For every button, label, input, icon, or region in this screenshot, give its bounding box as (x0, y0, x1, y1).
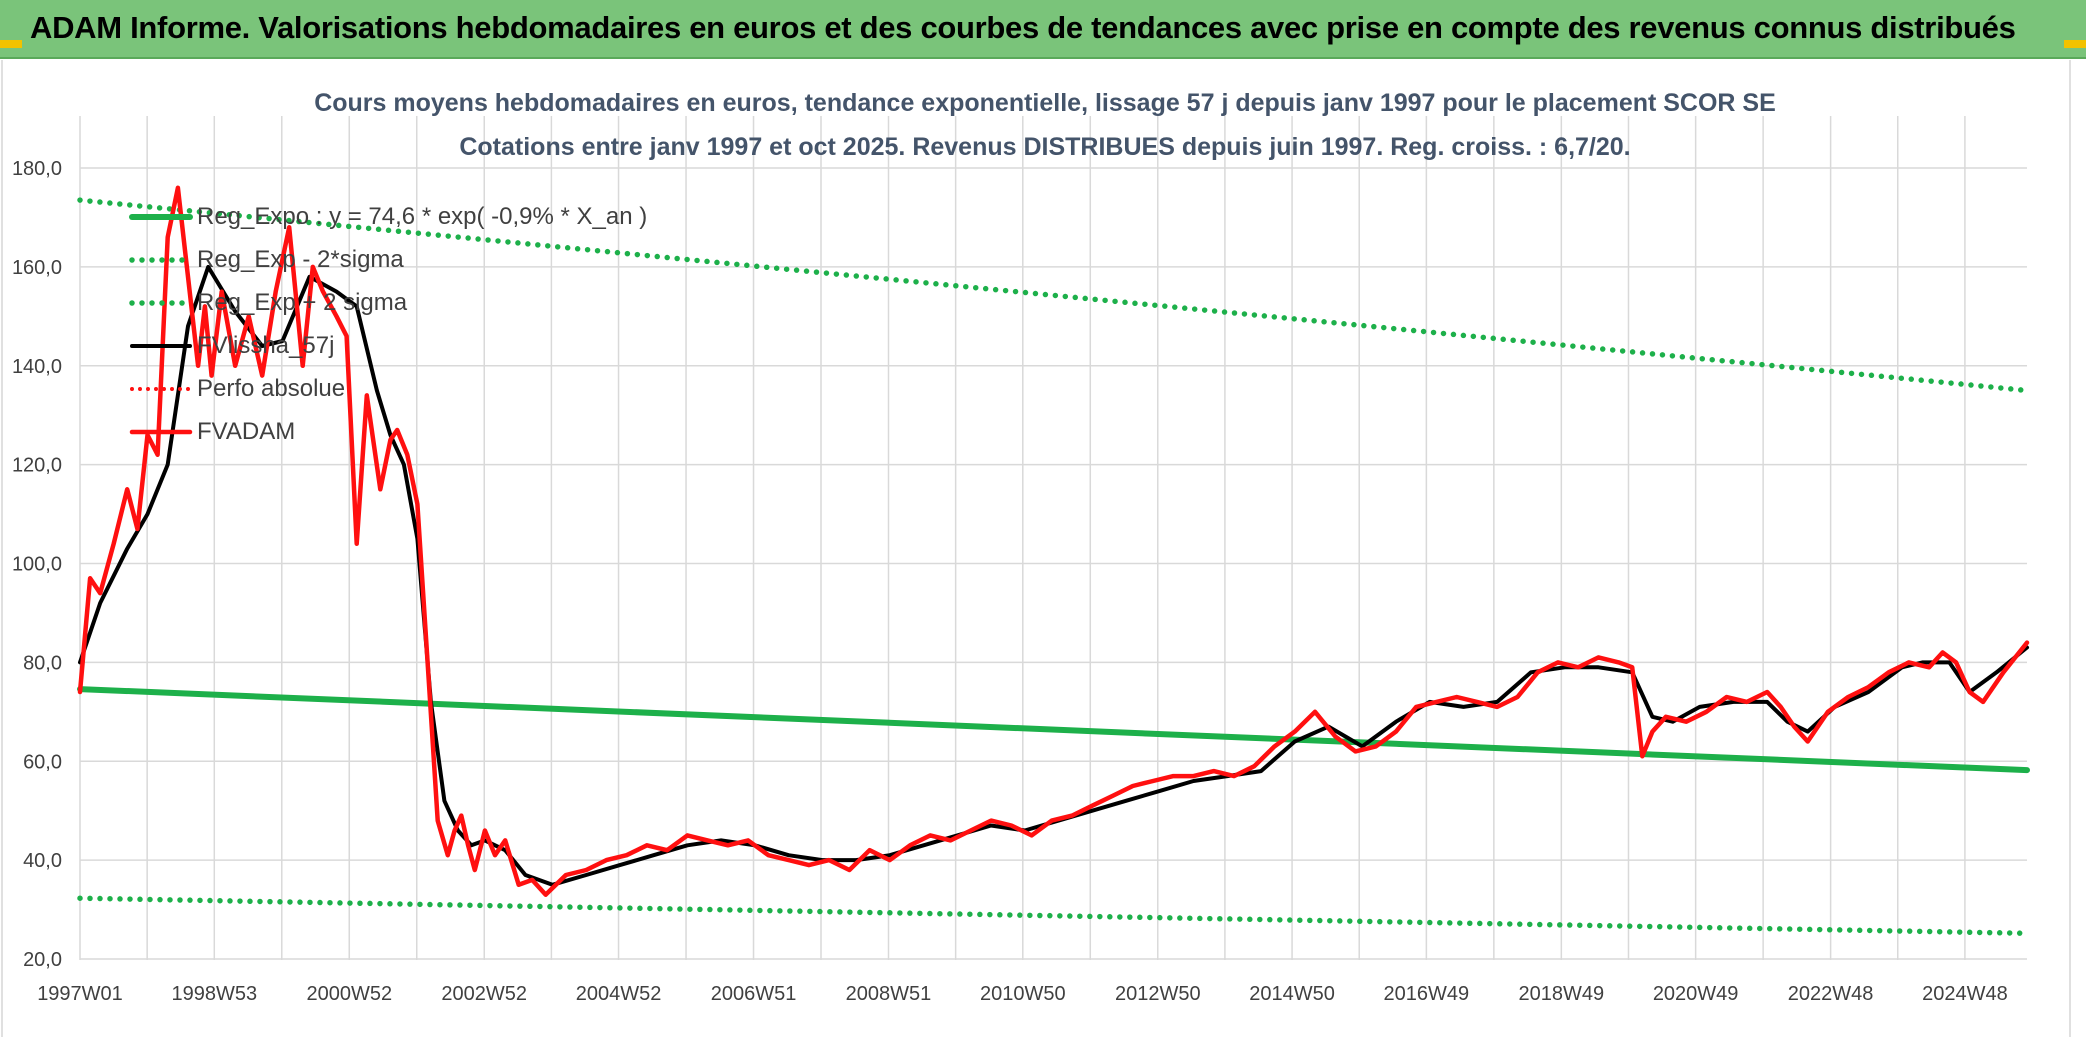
y-tick-label: 80,0 (23, 652, 62, 674)
legend-label: Perfo absolue (197, 375, 345, 402)
legend-label: FVlissha_57j (197, 332, 334, 359)
x-tick-label: 2024W48 (1922, 983, 2008, 1005)
corner-marker-top-left (0, 40, 22, 48)
legend-label: Reg_Expo : y = 74,6 * exp( -0,9% * X_an … (197, 203, 647, 230)
x-tick-label: 2022W48 (1788, 983, 1874, 1005)
y-tick-label: 60,0 (23, 751, 62, 773)
x-tick-label: 2014W50 (1249, 983, 1335, 1005)
chart-frame: 20,0 40,0 60,0 80,0 100,0 120,0 140,0 160,0 180,… (0, 59, 2086, 1037)
x-tick-label: 2010W50 (980, 983, 1066, 1005)
series-line-dotted-green (77, 197, 2030, 394)
legend-label: Reg_Exp - 2*sigma (197, 246, 404, 273)
x-tick-label: 2006W51 (711, 983, 797, 1005)
series-line-solid-black (78, 264, 2029, 887)
report-title: ADAM Informe. Valorisations hebdomadaire… (30, 10, 2016, 45)
y-tick-label: 140,0 (12, 356, 62, 378)
x-tick-label: 1998W53 (171, 983, 257, 1005)
x-tick-label: 2018W49 (1519, 983, 1605, 1005)
x-tick-label: 2002W52 (441, 983, 527, 1005)
corner-marker-top-right (2064, 40, 2086, 48)
x-tick-label: 1997W01 (37, 983, 123, 1005)
y-axis: 20,0 40,0 60,0 80,0 100,0 120,0 140,0 160,0 180,… (12, 158, 62, 971)
x-tick-label: 2012W50 (1115, 983, 1201, 1005)
price-chart: 20,0 40,0 60,0 80,0 100,0 120,0 140,0 160,0 180,… (0, 59, 2086, 1037)
x-tick-label: 2016W49 (1384, 983, 1470, 1005)
y-tick-label: 20,0 (23, 949, 62, 971)
x-tick-label: 2008W51 (846, 983, 932, 1005)
x-tick-label: 2020W49 (1653, 983, 1739, 1005)
y-tick-label: 120,0 (12, 455, 62, 477)
x-tick-label: 2000W52 (306, 983, 392, 1005)
y-tick-label: 180,0 (12, 158, 62, 180)
x-tick-label: 2004W52 (576, 983, 662, 1005)
y-tick-label: 160,0 (12, 257, 62, 279)
legend-label: Reg_Exp + 2 sigma (197, 289, 408, 316)
chart-title: Cours moyens hebdomadaires en euros, ten… (314, 89, 1776, 117)
legend-label: FVADAM (197, 418, 295, 445)
series-line-solid-green (77, 686, 2030, 774)
y-tick-label: 40,0 (23, 850, 62, 872)
grid (79, 116, 2027, 960)
series-line-solid-red (77, 185, 2030, 897)
series-group (77, 185, 2030, 937)
chart-subtitle: Cotations entre janv 1997 et oct 2025. R… (459, 133, 1630, 161)
report-banner: ADAM Informe. Valorisations hebdomadaire… (0, 0, 2086, 59)
legend: Reg_Expo : y = 74,6 * exp( -0,9% * X_an … (129, 203, 647, 445)
y-tick-label: 100,0 (12, 554, 62, 576)
x-axis: 1997W01 1998W53 2000W52 2002W52 2004W52 2006W… (37, 983, 2008, 1005)
